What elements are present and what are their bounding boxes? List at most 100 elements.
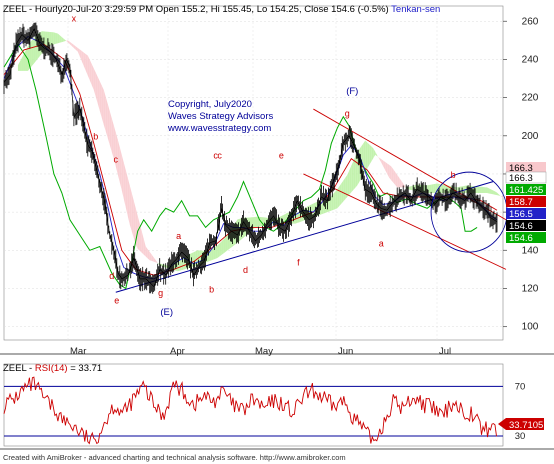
ichimoku-cloud [119,147,122,191]
price-value-box [506,232,546,243]
ichimoku-cloud [325,200,328,213]
ichimoku-cloud [393,169,396,185]
price-value-label: 166.3 [509,173,533,184]
header-ohlc: Open 155.2, Hi 155.45, Lo 154.25, Close … [153,4,389,15]
ichimoku-cloud [121,154,124,199]
ichimoku-cloud [115,132,118,175]
ichimoku-cloud [143,238,146,257]
ichimoku-cloud [91,64,94,90]
ichimoku-cloud [339,183,342,207]
ichimoku-cloud [109,111,112,152]
ichimoku-cloud [395,172,398,188]
ichimoku-cloud [501,196,503,199]
rsi-y-tick-label: 70 [515,381,526,392]
wave-label-b: b [209,284,214,294]
wave-label-a: a [379,238,384,248]
ichimoku-cloud [297,211,300,223]
ichimoku-cloud [403,183,406,188]
ichimoku-cloud [429,184,432,194]
wave-label-e: e [279,151,284,161]
ichimoku-cloud [347,170,350,197]
ichimoku-cloud [161,264,164,267]
price-value-box [506,220,546,231]
ichimoku-cloud [337,186,340,209]
ichimoku-cloud [333,191,336,210]
ichimoku-cloud [427,185,430,194]
ichimoku-cloud [381,159,384,167]
channel-lower-line [303,173,507,270]
wave-label-a: a [176,231,181,241]
rsi-current-box [498,418,544,430]
ichimoku-cloud [149,251,152,261]
ichimoku-cloud [113,125,116,167]
ichimoku-cloud [387,163,390,178]
ichimoku-cloud [463,185,466,194]
ichimoku-cloud [137,215,140,251]
ichimoku-cloud [165,265,168,269]
x-tick-label: Apr [170,346,185,357]
ichimoku-cloud [163,264,166,268]
ichimoku-cloud [441,184,444,194]
x-tick-label: Jul [439,346,451,357]
ichimoku-cloud [97,77,100,111]
price-close-line [3,28,498,288]
ichimoku-cloud [61,37,64,43]
price-value-box [506,184,546,195]
ichimoku-cloud [327,198,330,213]
price-value-box [506,162,546,173]
ichimoku-cloud [69,41,72,47]
ichimoku-cloud [57,33,60,44]
ichimoku-cloud [177,260,180,272]
wave-label-c: c [217,151,222,161]
ichimoku-cloud [77,47,80,57]
price-y-tick-label: 240 [522,54,539,65]
ichimoku-cloud [223,237,226,254]
ichimoku-cloud [53,32,56,45]
ichimoku-cloud [391,166,394,183]
ichimoku-cloud [153,257,156,263]
ichimoku-cloud [55,33,58,44]
rsi-line [3,376,497,445]
ichimoku-cloud [133,200,136,245]
major-wave-label: (F) [346,86,358,97]
ichimoku-cloud [365,140,368,172]
header-symbol: ZEEL [3,4,26,15]
ichimoku-cloud [21,53,24,71]
ichimoku-cloud [497,192,500,196]
ichimoku-cloud [321,201,324,215]
ichimoku-cloud [313,202,316,218]
ichimoku-cloud [65,40,68,43]
ichimoku-cloud [353,156,356,190]
ichimoku-cloud [147,249,150,261]
ichimoku-cloud [83,52,86,71]
rsi-current-label: 33.7105 [509,420,543,431]
price-value-label: 154.6 [509,233,533,244]
ichimoku-cloud [493,190,496,195]
ichimoku-cloud [263,217,266,226]
ichimoku-cloud [431,184,434,194]
copyright-line3: www.wavesstrategy.com [167,123,271,134]
wave-label-b: b [451,170,456,180]
ichimoku-cloud [85,54,88,76]
ichimoku-cloud [89,59,92,86]
ichimoku-cloud [411,185,414,191]
wave-label-d: d [243,265,248,275]
ichimoku-cloud [123,162,126,208]
wave-label-c: c [114,155,119,165]
ichimoku-cloud [433,183,436,194]
ichimoku-cloud [475,186,478,194]
ichimoku-cloud [349,165,352,195]
ichimoku-cloud [351,161,354,193]
ichimoku-cloud [369,144,372,166]
ichimoku-cloud [19,57,22,71]
ichimoku-cloud [483,186,486,194]
ichimoku-cloud [355,152,358,188]
price-value-label: 166.3 [509,163,533,174]
ichimoku-cloud [331,193,334,211]
ichimoku-cloud [225,235,228,252]
price-value-box [505,171,547,184]
rsi-header-value_text: = 33.71 [68,363,103,374]
ichimoku-cloud [63,38,66,42]
ichimoku-cloud [49,31,52,46]
major-wave-label: (E) [160,307,173,318]
